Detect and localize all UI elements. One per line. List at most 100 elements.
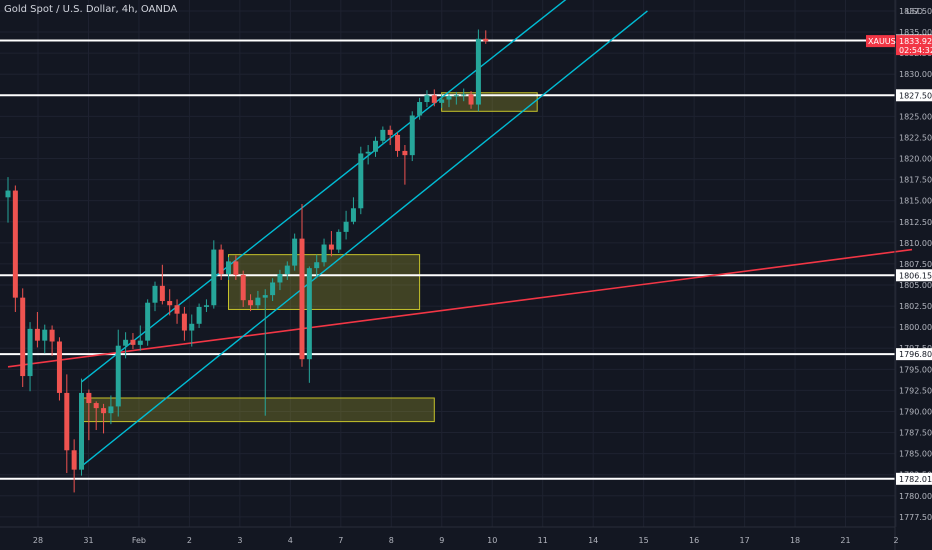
level-price-tag [896, 89, 932, 102]
candle-body-up [123, 339, 129, 346]
time-tick-label: 16 [689, 536, 699, 545]
candle-body-down [387, 129, 393, 135]
candle-body-up [262, 295, 268, 298]
candle-body-down [233, 261, 239, 275]
price-tick-label: 1825.000 [899, 112, 932, 121]
currency-label: USD [906, 7, 923, 16]
candle-body-down [49, 329, 55, 342]
price-tick-label: 1810.000 [899, 239, 932, 248]
candle-body-up [380, 129, 386, 141]
price-tick-label: 1822.500 [899, 133, 932, 142]
time-tick-label: 3 [237, 536, 242, 545]
price-tags: 1834.0001827.5001806.1551796.8001782.015… [866, 34, 932, 485]
candle-body-down [34, 328, 40, 341]
candle-body-up [79, 392, 84, 470]
price-tick-label: 1805.000 [899, 281, 932, 290]
candle-body-up [343, 221, 349, 232]
price-tick-label: 1800.000 [899, 323, 932, 332]
candle-body-up [277, 274, 283, 283]
candle-body-up [439, 99, 445, 103]
price-tick-label: 1802.500 [899, 302, 932, 311]
candle-body-down [402, 150, 408, 156]
candle-body-up [137, 340, 143, 345]
candle-body-up [336, 231, 342, 250]
candle-body-up [446, 96, 452, 100]
chart-title: Gold Spot / U.S. Dollar, 4h, OANDA [4, 4, 178, 15]
current-price-label: 1833.925 [899, 37, 932, 46]
candle-body-up [189, 323, 195, 331]
candle-body-down [468, 94, 474, 105]
candle-body-up [373, 140, 378, 152]
price-tick-label: 1787.500 [899, 429, 932, 438]
candle-body-down [431, 95, 437, 103]
candle-body-up [321, 244, 327, 263]
candle-body-up [306, 268, 312, 360]
price-tick-label: 1837.500 [899, 7, 932, 16]
candle-body-up [417, 102, 423, 116]
candle-body-down [483, 38, 489, 42]
candle-body-up [284, 265, 290, 275]
price-tick-label: 1792.500 [899, 386, 932, 395]
time-tick-label: 10 [487, 536, 497, 545]
price-tick-label: 1817.500 [899, 176, 932, 185]
candle-body-up [424, 95, 430, 103]
candle-body-up [350, 208, 356, 222]
symbol-tag [866, 35, 895, 48]
candle-body-down [20, 297, 26, 377]
countdown-label: 02:54:32 [899, 46, 932, 55]
candle-body-up [145, 302, 151, 341]
candle-body-down [93, 403, 99, 409]
candle-body-up [211, 249, 217, 306]
candle-body-down [218, 249, 224, 275]
candle-body-down [167, 301, 173, 306]
candle-body-down [130, 339, 136, 345]
candle-body-down [101, 408, 107, 414]
candle-body-down [248, 300, 254, 306]
time-tick-label: 15 [639, 536, 649, 545]
price-tick-label: 1835.000 [899, 28, 932, 37]
candle-body-up [226, 261, 231, 275]
red-trendline [7, 248, 913, 368]
time-tick-label: 28 [33, 536, 43, 545]
price-axis[interactable]: 1777.5001780.0001782.5001785.0001787.500… [899, 7, 932, 522]
time-tick-label: 2 [187, 536, 192, 545]
candle-body-up [461, 94, 467, 96]
level-price-tag [896, 472, 932, 485]
channel-lower-line [81, 10, 648, 467]
candle-body-up [203, 305, 209, 307]
candle-body-up [42, 329, 48, 341]
candle-body-down [159, 285, 165, 302]
candle-body-up [409, 115, 415, 156]
time-tick-label: 18 [790, 536, 800, 545]
candle-body-down [299, 238, 305, 360]
candle-body-up [453, 95, 459, 97]
time-tick-label: 7 [338, 536, 343, 545]
current-price-tag [896, 35, 932, 56]
time-tick-label: 14 [588, 536, 598, 545]
candle-body-up [196, 306, 202, 324]
candle-body-down [56, 341, 62, 393]
candle-body-down [64, 392, 70, 451]
level-price-tag [896, 348, 932, 361]
level-price-label: 1806.155 [899, 271, 932, 280]
candle-body-down [328, 244, 334, 250]
time-tick-label: 17 [739, 536, 749, 545]
level-price-label: 1796.800 [899, 350, 932, 359]
candle-body-up [27, 328, 33, 377]
candle-body-up [314, 262, 320, 269]
candle-body-down [181, 313, 187, 331]
level-price-label: 1827.500 [899, 91, 932, 100]
candle-body-up [292, 238, 298, 266]
price-tick-label: 1790.000 [899, 407, 932, 416]
price-tick-label: 1785.000 [899, 450, 932, 459]
symbol-label: XAUUSD [868, 37, 902, 46]
price-tick-label: 1812.500 [899, 218, 932, 227]
price-tick-label: 1807.500 [899, 260, 932, 269]
time-tick-label: Feb [132, 536, 146, 545]
time-axis[interactable]: 28 31 Feb 2 3 4 7 8 9 10 11 14 15 16 17 18 21 2 [33, 536, 899, 545]
horizontal-levels [0, 39, 895, 480]
candle-body-down [174, 305, 180, 314]
time-tick-label: 21 [840, 536, 850, 545]
supply-demand-zone [81, 397, 435, 423]
